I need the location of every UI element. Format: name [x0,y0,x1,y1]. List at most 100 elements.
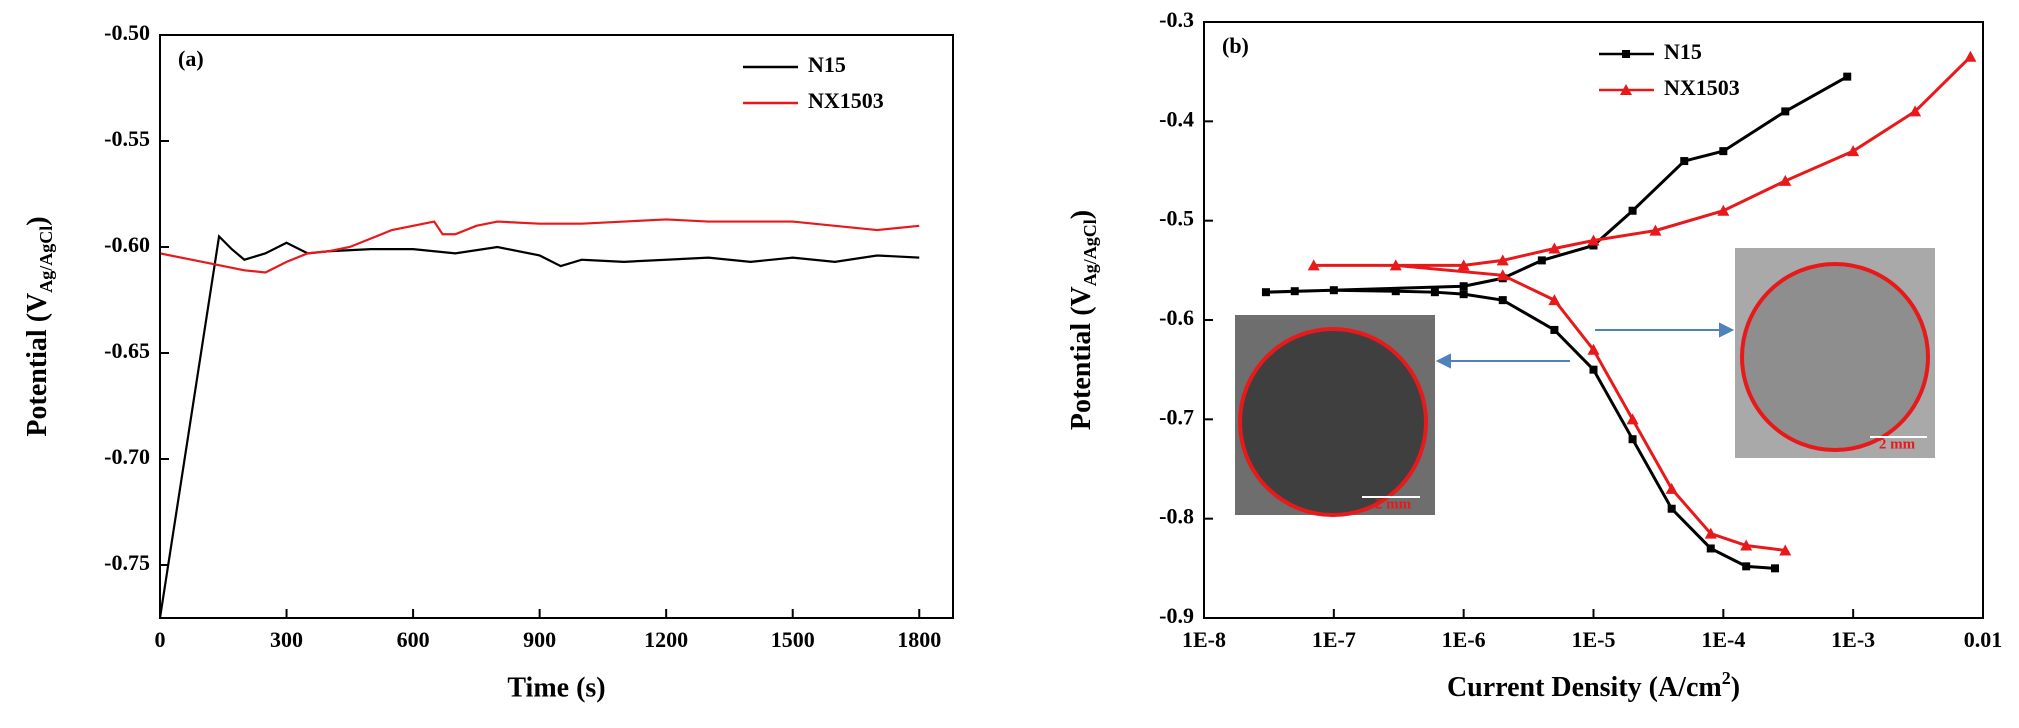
axis-label-end: ) [1731,672,1740,703]
x-tick-label: 1E-7 [1312,627,1356,652]
marker [1548,242,1561,254]
x-tick-label: 1E-3 [1831,627,1875,652]
marker [1628,435,1637,444]
x-tick-label: 1E-4 [1701,627,1745,652]
axis-label: Potential (VAg/AgCl) [22,216,56,436]
marker [1626,413,1639,425]
data-layer [1261,50,1977,573]
inset-right: 2 mm [1735,248,1935,458]
y-tick-label: -0.65 [104,338,150,363]
y-tick-label: -0.3 [1159,7,1194,32]
legend-marker [1620,84,1632,95]
y-tick-label: -0.55 [104,126,150,151]
data-layer [158,218,920,619]
marker [1665,482,1678,494]
sample-outline [1238,327,1428,517]
marker [1964,50,1977,62]
x-tick-label: 1200 [644,627,688,652]
marker [1261,288,1270,297]
legend-marker [1622,50,1630,58]
axis-label-script: Ag/AgCl [36,226,56,293]
marker [1770,564,1779,573]
marker [1496,254,1509,266]
inset-left: 2 mm [1235,315,1435,517]
marker [1329,286,1338,295]
data-line [1313,55,1972,552]
marker [1548,294,1561,306]
y-tick-label: -0.70 [104,444,150,469]
marker [1550,325,1559,334]
y-tick-label: -0.50 [104,20,150,45]
marker [1704,527,1717,539]
marker [1459,282,1468,291]
marker [1628,206,1637,215]
axis-label-script: Ag/AgCl [1080,219,1100,286]
x-tick-label: 1E-8 [1182,627,1226,652]
axis-label-script: 2 [1722,668,1731,688]
scale-label: 2 mm [1879,436,1916,452]
x-tick-label: 0.01 [1964,627,2003,652]
x-tick-label: 1800 [897,627,941,652]
marker [1667,504,1676,513]
marker [1742,562,1751,571]
marker [1496,269,1509,281]
arrows [1435,322,1735,369]
y-tick-label: -0.4 [1159,106,1194,131]
data-line [158,234,920,619]
marker [1391,287,1400,296]
x-tick-label: 300 [270,627,303,652]
legend-label: N15 [808,52,846,77]
y-tick-label: -0.60 [104,232,150,257]
legend-label: NX1503 [808,88,884,113]
data-line [159,218,920,274]
sample-outline [1740,262,1930,452]
axis-label: Time (s) [507,672,605,703]
axis-label-main: Current Density (A/cm [1447,672,1722,703]
marker [1459,290,1468,299]
x-tick-label: 0 [155,627,166,652]
axis-label-main: Potential (V [22,293,53,437]
marker [1847,145,1860,157]
panel-label: (a) [178,46,204,71]
x-tick-label: 1E-5 [1572,627,1616,652]
marker [1498,296,1507,305]
marker [1389,259,1402,271]
axis-label-end: ) [1066,210,1097,219]
marker [1740,539,1753,551]
marker [1719,147,1728,156]
legend-label: N15 [1664,39,1702,64]
axis-label-end: ) [22,216,53,225]
x-tick-label: 900 [523,627,556,652]
marker [1779,544,1792,556]
x-tick-label: 1500 [771,627,815,652]
marker [1843,72,1852,81]
axis-label: Potential (VAg/AgCl) [1066,210,1100,430]
y-tick-label: -0.6 [1159,305,1194,330]
y-tick-label: -0.7 [1159,404,1194,429]
marker [1589,365,1598,374]
axis-label: Current Density (A/cm2) [1447,668,1740,703]
y-tick-label: -0.75 [104,550,150,575]
y-tick-label: -0.8 [1159,504,1194,529]
y-tick-label: -0.5 [1159,206,1194,231]
marker [1430,288,1439,297]
marker [1680,157,1689,166]
marker [1781,107,1790,116]
marker [1717,204,1730,216]
marker [1537,256,1546,265]
scale-label: 2 mm [1375,496,1412,512]
y-tick-label: -0.9 [1159,603,1194,628]
x-tick-label: 1E-6 [1442,627,1486,652]
marker [1909,105,1922,117]
marker [1649,224,1662,236]
plot-frame [159,34,954,619]
marker [1307,259,1320,271]
legend-label: NX1503 [1664,75,1740,100]
marker [1290,287,1299,296]
panel-label: (b) [1222,33,1249,58]
x-tick-label: 600 [397,627,430,652]
marker [1587,234,1600,246]
marker [1779,174,1792,186]
axis-label-main: Potential (V [1066,286,1097,430]
